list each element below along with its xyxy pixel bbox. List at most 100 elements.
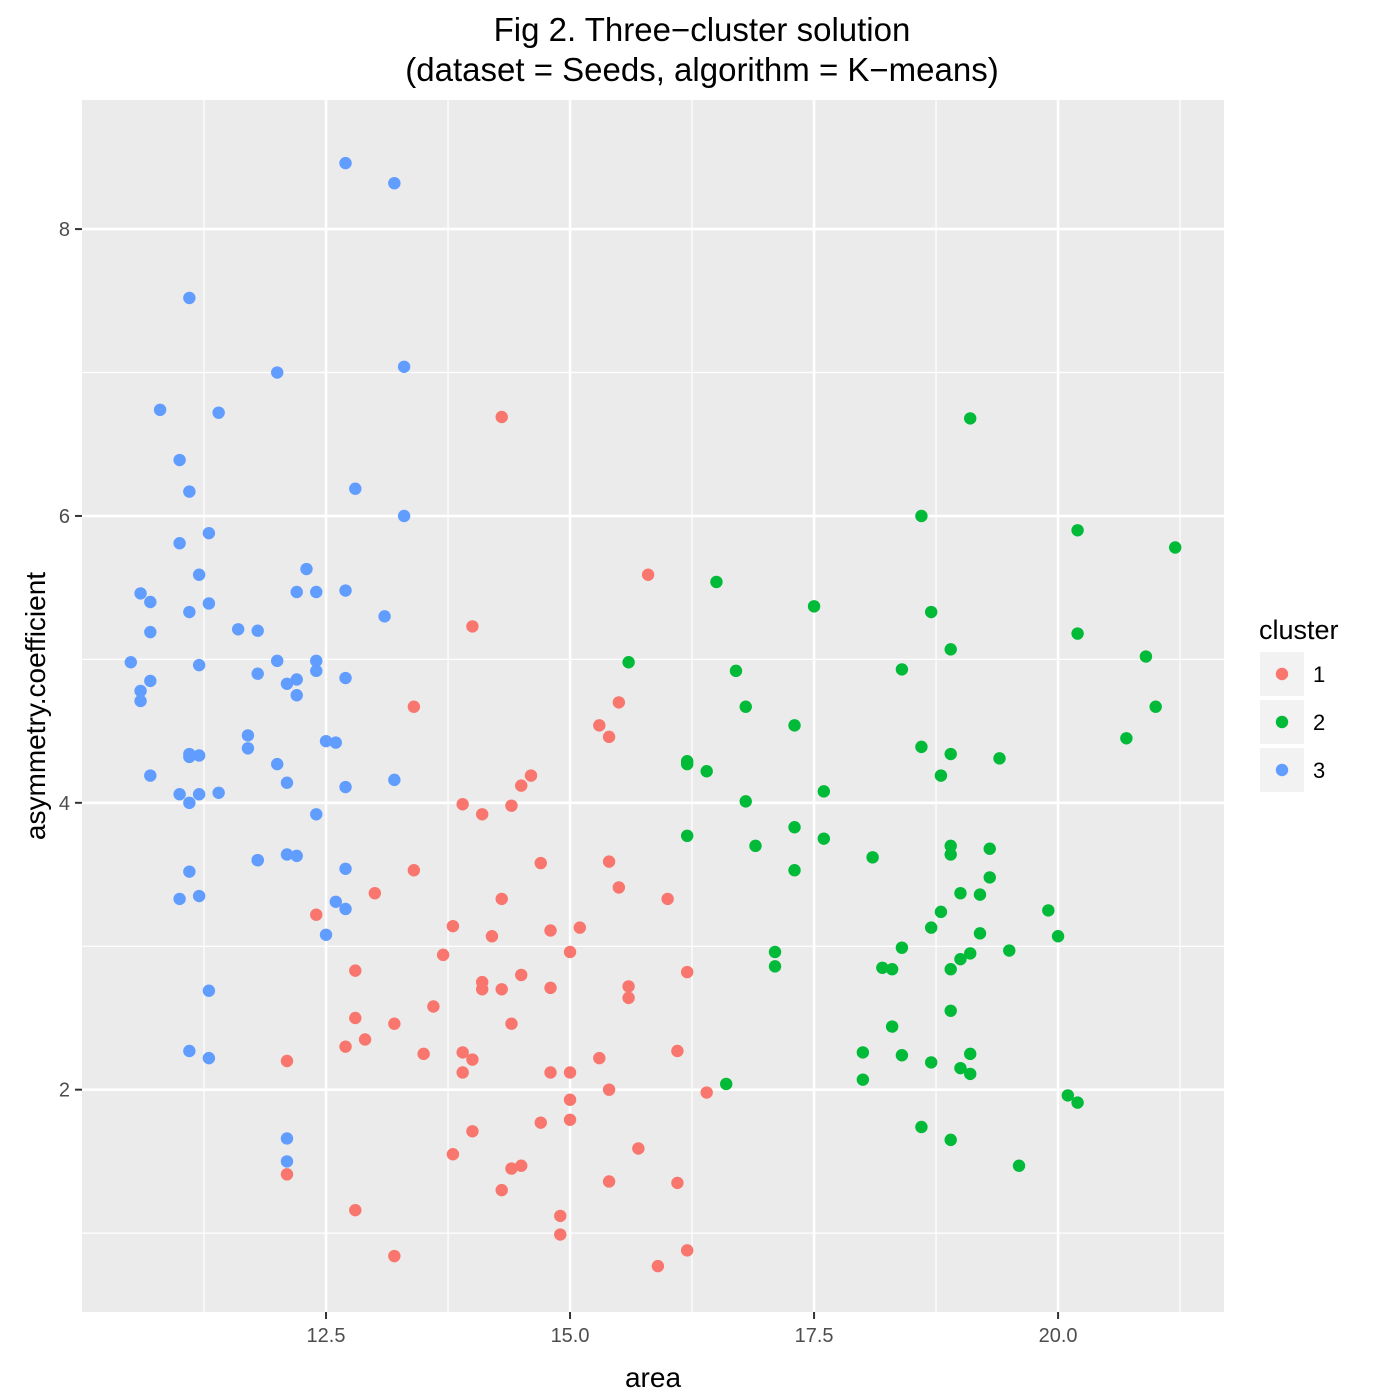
cluster-3-point: [310, 808, 323, 821]
cluster-1-point: [515, 779, 528, 792]
cluster-1-point: [622, 991, 635, 1005]
cluster-2-point: [944, 839, 957, 853]
cluster-1-point: [563, 1066, 577, 1079]
cluster-1-point: [680, 965, 694, 979]
y-tick-label: 4: [59, 793, 70, 815]
cluster-1-point: [466, 620, 479, 633]
cluster-3-point: [310, 654, 323, 668]
cluster-1-point: [534, 1116, 547, 1129]
cluster-2-point: [885, 962, 899, 976]
cluster-3-point: [212, 786, 225, 799]
cluster-2-point: [944, 1133, 957, 1147]
cluster-2-point: [739, 700, 752, 713]
cluster-3-point: [183, 605, 196, 619]
cluster-1-point: [349, 1011, 362, 1025]
cluster-1-point: [495, 1183, 508, 1197]
y-tick-label: 8: [59, 219, 70, 241]
cluster-1-point: [700, 1086, 713, 1099]
cluster-2-point: [876, 961, 889, 974]
cluster-1-point: [280, 1168, 294, 1181]
cluster-3-point: [183, 865, 196, 878]
cluster-3-point: [251, 624, 264, 637]
cluster-1-point: [515, 1159, 528, 1172]
cluster-3-point: [271, 757, 284, 771]
cluster-1-point: [651, 1259, 665, 1273]
cluster-1-point: [593, 1051, 606, 1065]
cluster-1-point: [456, 798, 469, 811]
cluster-1-point: [388, 1017, 401, 1030]
cluster-1-point: [505, 799, 518, 812]
cluster-3-point: [241, 729, 255, 742]
cluster-3-point: [280, 776, 294, 789]
cluster-1-point: [602, 855, 616, 868]
cluster-1-point: [485, 930, 499, 943]
cluster-1-point: [661, 892, 674, 906]
cluster-3-point: [192, 889, 206, 903]
cluster-1-point: [622, 980, 635, 993]
cluster-2-point: [680, 829, 694, 843]
cluster-1-point: [671, 1176, 684, 1190]
cluster-2-point: [1168, 541, 1182, 554]
cluster-3-point: [310, 585, 323, 599]
cluster-3-point: [397, 509, 411, 523]
cluster-1-point: [544, 1066, 557, 1079]
cluster-2-point: [924, 921, 938, 934]
cluster-1-point: [495, 892, 508, 906]
cluster-2-point: [749, 839, 762, 853]
cluster-3-point: [202, 984, 216, 997]
cluster-3-point: [271, 654, 284, 668]
cluster-3-point: [173, 892, 186, 906]
cluster-2-point: [895, 663, 909, 676]
cluster-2-point: [924, 1056, 938, 1069]
cluster-1-point: [495, 410, 508, 424]
cluster-3-point: [290, 673, 303, 686]
cluster-1-point: [544, 981, 557, 995]
cluster-3-point: [183, 1044, 196, 1058]
cluster-1-point: [602, 730, 616, 744]
cluster-3-point: [280, 1155, 294, 1168]
cluster-3-point: [192, 568, 206, 581]
cluster-3-point: [290, 849, 303, 863]
cluster-3-point: [183, 750, 196, 764]
cluster-3-point: [339, 156, 352, 170]
cluster-3-point: [339, 584, 352, 597]
cluster-2-point: [817, 785, 831, 798]
cluster-3-point: [144, 595, 157, 609]
x-axis: 12.5 15.0 17.5 20.0: [307, 1312, 1078, 1347]
cluster-3-point: [134, 684, 147, 698]
cluster-2-point: [1061, 1089, 1075, 1102]
cluster-2-point: [729, 664, 743, 678]
legend-title: cluster: [1259, 615, 1339, 645]
cluster-2-point: [1071, 1096, 1084, 1109]
legend-label-3: 3: [1313, 758, 1325, 783]
cluster-3-point: [349, 482, 362, 495]
cluster-1-point: [515, 968, 528, 982]
cluster-2-point: [964, 947, 977, 960]
cluster-2-point: [622, 656, 635, 669]
cluster-2-point: [1139, 650, 1153, 663]
cluster-1-point: [544, 924, 557, 937]
cluster-1-point: [534, 856, 547, 870]
cluster-2-point: [739, 795, 752, 808]
cluster-3-point: [202, 597, 216, 610]
cluster-1-point: [641, 568, 655, 581]
cluster-3-point: [251, 667, 264, 680]
cluster-1-point: [680, 1244, 694, 1257]
cluster-1-point: [563, 1113, 577, 1127]
cluster-2-point: [964, 412, 977, 425]
cluster-2-point: [934, 905, 948, 919]
cluster-2-point: [788, 821, 801, 834]
cluster-1-point: [671, 1044, 684, 1058]
x-tick-label: 12.5: [307, 1325, 346, 1347]
cluster-3-point: [319, 734, 333, 748]
cluster-2-point: [788, 719, 801, 732]
cluster-1-point: [349, 1203, 362, 1217]
cluster-2-point: [964, 1047, 977, 1061]
cluster-2-point: [983, 871, 996, 884]
cluster-2-point: [1003, 944, 1016, 957]
cluster-2-point: [768, 945, 782, 959]
y-tick-label: 2: [59, 1080, 70, 1102]
cluster-2-point: [944, 962, 957, 976]
cluster-2-point: [700, 765, 713, 778]
